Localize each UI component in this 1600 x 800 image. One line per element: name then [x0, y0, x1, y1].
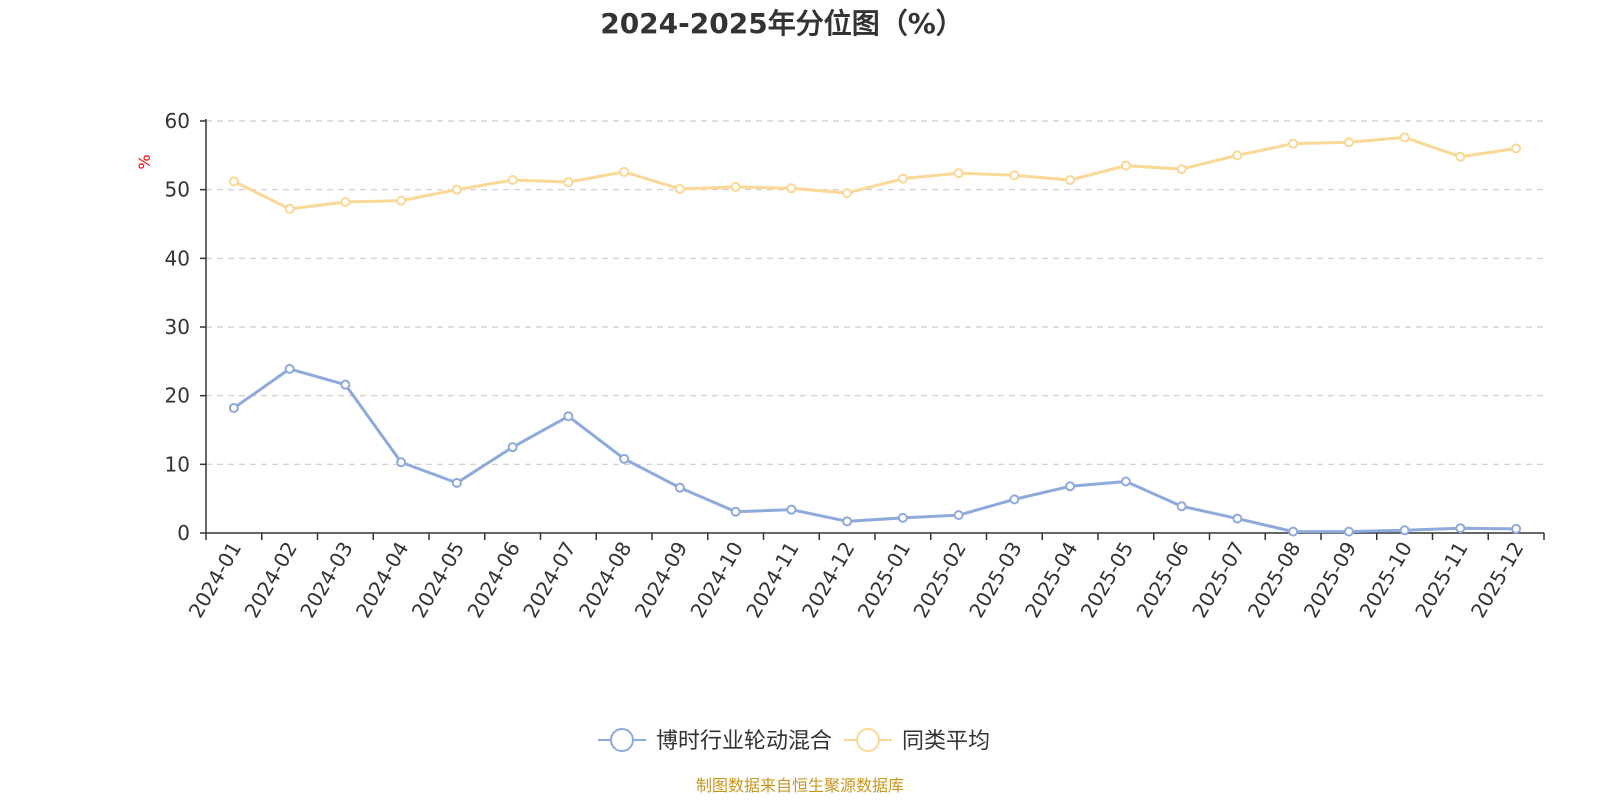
x-tick-label: 2024-09 — [630, 538, 693, 622]
data-point — [1455, 523, 1466, 534]
data-point — [1511, 143, 1522, 154]
data-point — [786, 183, 797, 194]
data-point — [842, 516, 853, 527]
x-tick-label: 2025-02 — [908, 538, 971, 622]
data-point — [451, 477, 462, 488]
x-tick-label: 2024-05 — [407, 538, 470, 622]
legend-marker-icon — [856, 728, 880, 752]
x-tick-label: 2025-12 — [1466, 538, 1529, 622]
data-point — [340, 379, 351, 390]
x-tick-label: 2024-11 — [741, 538, 804, 622]
legend-item-1: 博时行业轮动混合 — [598, 728, 832, 754]
data-point — [1009, 170, 1020, 181]
data-point — [1232, 513, 1243, 524]
data-point — [563, 177, 574, 188]
data-point — [1065, 481, 1076, 492]
y-tick-label: 50 — [165, 178, 190, 202]
axes — [205, 119, 1544, 534]
data-point — [1065, 175, 1076, 186]
legend: 博时行业轮动混合 同类平均 — [598, 728, 990, 754]
data-point — [674, 183, 685, 194]
data-point — [340, 197, 351, 208]
data-point — [786, 504, 797, 515]
x-tick-label: 2025-07 — [1187, 538, 1250, 622]
data-point — [1288, 138, 1299, 149]
y-tick-label: 20 — [165, 384, 190, 408]
data-point — [842, 188, 853, 199]
data-point — [1511, 523, 1522, 534]
x-tick-label: 2025-03 — [964, 538, 1027, 622]
data-point — [1176, 164, 1187, 175]
x-axis-ticks: 2024-012024-022024-032024-042024-052024-… — [184, 533, 1545, 622]
data-point — [897, 173, 908, 184]
data-point — [1343, 526, 1354, 537]
data-point — [1120, 476, 1131, 487]
source-note: 制图数据来自恒生聚源数据库 — [696, 776, 904, 795]
data-point — [1343, 137, 1354, 148]
y-tick-label: 0 — [177, 521, 190, 545]
x-tick-label: 2025-08 — [1243, 538, 1306, 622]
data-point — [953, 168, 964, 179]
x-tick-label: 2024-07 — [518, 538, 581, 622]
y-axis-label: % — [135, 154, 154, 169]
data-point — [953, 510, 964, 521]
y-axis-ticks: 0 10 20 30 40 50 60 — [165, 109, 206, 545]
data-point — [284, 363, 295, 374]
x-tick-label: 2025-10 — [1354, 538, 1417, 622]
data-point — [507, 175, 518, 186]
x-tick-label: 2025-04 — [1020, 538, 1083, 622]
x-tick-label: 2024-04 — [351, 538, 414, 622]
data-point — [1120, 160, 1131, 171]
data-point — [619, 166, 630, 177]
x-tick-label: 2025-09 — [1299, 538, 1362, 622]
data-point — [228, 176, 239, 187]
series-layer — [228, 132, 1522, 537]
x-tick-label: 2024-06 — [462, 538, 525, 622]
legend-label: 博时行业轮动混合 — [656, 729, 832, 754]
data-point — [1399, 132, 1410, 143]
x-tick-label: 2024-02 — [239, 538, 302, 622]
series-line-1 — [233, 367, 1517, 534]
data-point — [396, 457, 407, 468]
legend-marker-icon — [610, 728, 634, 752]
x-tick-label: 2024-08 — [574, 538, 637, 622]
x-tick-label: 2024-01 — [184, 538, 247, 622]
x-tick-label: 2024-03 — [295, 538, 358, 622]
series-line-2 — [233, 135, 1517, 211]
data-point — [1399, 525, 1410, 536]
gridlines — [206, 120, 1544, 465]
data-point — [674, 482, 685, 493]
x-tick-label: 2024-10 — [685, 538, 748, 622]
x-tick-label: 2025-06 — [1131, 538, 1194, 622]
data-point — [396, 195, 407, 206]
data-point — [1288, 526, 1299, 537]
y-tick-label: 10 — [165, 452, 190, 476]
data-point — [507, 442, 518, 453]
y-tick-label: 60 — [165, 109, 190, 133]
legend-label: 同类平均 — [902, 729, 990, 754]
data-point — [897, 512, 908, 523]
y-tick-label: 40 — [165, 246, 190, 270]
data-point — [228, 403, 239, 414]
data-point — [730, 506, 741, 517]
x-tick-label: 2025-11 — [1410, 538, 1473, 622]
data-point — [1455, 151, 1466, 162]
data-point — [563, 411, 574, 422]
data-point — [1009, 494, 1020, 505]
x-tick-label: 2024-12 — [797, 538, 860, 622]
y-tick-label: 30 — [165, 315, 190, 339]
data-point — [619, 453, 630, 464]
x-tick-label: 2025-05 — [1076, 538, 1139, 622]
data-point — [451, 184, 462, 195]
legend-item-2: 同类平均 — [844, 728, 990, 754]
data-point — [730, 181, 741, 192]
x-tick-label: 2025-01 — [853, 538, 916, 622]
chart-title: 2024-2025年分位图（%） — [600, 7, 964, 40]
data-point — [1176, 501, 1187, 512]
data-point — [284, 203, 295, 214]
data-point — [1232, 150, 1243, 161]
